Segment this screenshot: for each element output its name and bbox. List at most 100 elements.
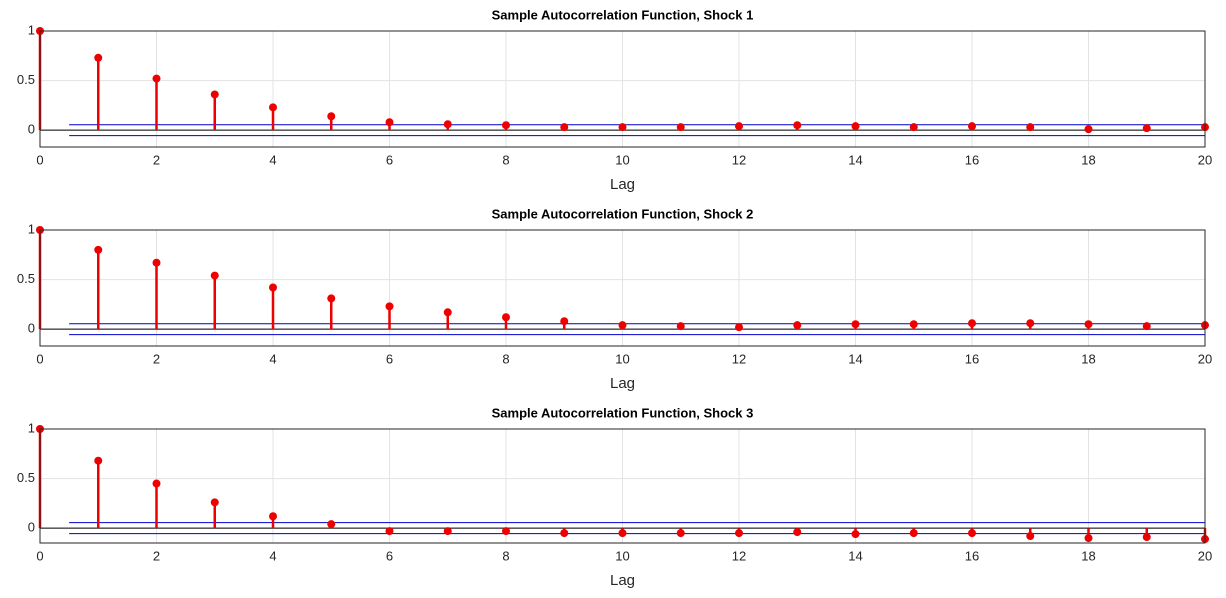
stem-marker — [1142, 533, 1151, 542]
stem-marker — [152, 258, 161, 267]
x-tick-label: 14 — [848, 152, 862, 167]
x-tick-label: 4 — [269, 351, 276, 366]
x-axis-label: Lag — [610, 375, 635, 392]
stem-marker — [735, 323, 743, 332]
x-tick-label: 8 — [502, 351, 509, 366]
x-tick-label: 4 — [269, 548, 276, 563]
stem-marker — [676, 529, 685, 538]
x-tick-label: 6 — [386, 548, 393, 563]
stem-marker — [968, 122, 976, 131]
stem-marker — [385, 527, 394, 536]
stem-marker — [327, 112, 336, 121]
y-tick-label: 1 — [28, 221, 35, 236]
x-tick-label: 14 — [848, 548, 862, 563]
stem-marker — [909, 123, 918, 132]
y-tick-label: 0 — [28, 122, 35, 137]
stem-marker — [385, 302, 394, 311]
chart-title: Sample Autocorrelation Function, Shock 2 — [492, 206, 754, 221]
stem-marker — [502, 121, 510, 130]
stem-marker — [968, 319, 976, 328]
x-tick-label: 18 — [1081, 351, 1095, 366]
stem-marker — [793, 528, 802, 537]
x-tick-label: 6 — [386, 351, 393, 366]
stem-marker — [94, 53, 103, 62]
x-axis-label: Lag — [610, 176, 635, 193]
stem-marker — [735, 122, 743, 131]
x-axis-label: Lag — [610, 572, 635, 589]
stem-marker — [1026, 532, 1035, 541]
x-tick-label: 10 — [615, 351, 629, 366]
x-tick-label: 14 — [848, 351, 862, 366]
stem-marker — [94, 245, 103, 254]
y-tick-label: 0.5 — [17, 271, 35, 286]
stem-marker — [676, 123, 685, 132]
y-tick-label: 0.5 — [17, 72, 35, 87]
stem-marker — [385, 118, 394, 127]
x-tick-label: 20 — [1198, 548, 1212, 563]
x-tick-label: 0 — [36, 152, 43, 167]
stem-marker — [851, 320, 860, 329]
y-tick-label: 0 — [28, 520, 35, 535]
x-tick-label: 20 — [1198, 152, 1212, 167]
y-tick-label: 1 — [28, 420, 35, 435]
stem-marker — [851, 530, 860, 539]
x-tick-label: 8 — [502, 152, 509, 167]
x-tick-label: 4 — [269, 152, 276, 167]
stem-marker — [793, 121, 802, 130]
x-tick-label: 16 — [965, 548, 979, 563]
stem-marker — [152, 479, 161, 488]
stem-marker — [618, 321, 627, 330]
stem-marker — [443, 308, 452, 317]
x-tick-label: 18 — [1081, 152, 1095, 167]
x-tick-label: 2 — [153, 351, 160, 366]
x-tick-label: 10 — [615, 548, 629, 563]
axes-box — [39, 229, 1206, 347]
stem-marker — [909, 529, 918, 538]
y-tick-label: 0.5 — [17, 470, 35, 485]
x-tick-label: 20 — [1198, 351, 1212, 366]
stem-marker — [1084, 534, 1093, 543]
axes-box — [39, 428, 1206, 544]
x-tick-label: 18 — [1081, 548, 1095, 563]
stem-marker — [1026, 319, 1035, 328]
stem-marker — [1142, 322, 1151, 331]
stem-marker — [443, 120, 452, 129]
stem-marker — [210, 271, 219, 280]
stem-marker — [210, 90, 219, 99]
stem-marker — [1084, 125, 1093, 134]
stem-marker — [560, 123, 569, 132]
chart-title: Sample Autocorrelation Function, Shock 1 — [492, 7, 754, 22]
x-tick-label: 16 — [965, 351, 979, 366]
stem-marker — [968, 529, 976, 538]
stem-marker — [269, 512, 277, 521]
x-tick-label: 0 — [36, 351, 43, 366]
stem-marker — [502, 527, 510, 536]
stem-marker — [1142, 124, 1151, 133]
x-tick-label: 2 — [153, 152, 160, 167]
stem-marker — [94, 456, 103, 465]
x-tick-label: 2 — [153, 548, 160, 563]
x-tick-label: 8 — [502, 548, 509, 563]
stem-marker — [676, 322, 685, 331]
stem-marker — [735, 529, 743, 538]
stem-marker — [1084, 320, 1093, 329]
stem-marker — [618, 123, 627, 132]
y-tick-label: 1 — [28, 22, 35, 37]
x-tick-label: 12 — [732, 152, 746, 167]
x-tick-label: 12 — [732, 548, 746, 563]
stem-marker — [502, 313, 510, 322]
stem-marker — [210, 498, 219, 507]
x-tick-label: 16 — [965, 152, 979, 167]
stem-marker — [909, 320, 918, 329]
axes-box — [39, 30, 1206, 148]
stem-marker — [327, 520, 336, 529]
y-tick-label: 0 — [28, 321, 35, 336]
stem-marker — [327, 294, 336, 303]
x-tick-label: 6 — [386, 152, 393, 167]
x-tick-label: 10 — [615, 152, 629, 167]
stem-marker — [560, 529, 569, 538]
stem-marker — [793, 321, 802, 330]
stem-marker — [851, 122, 860, 131]
stem-marker — [443, 527, 452, 536]
